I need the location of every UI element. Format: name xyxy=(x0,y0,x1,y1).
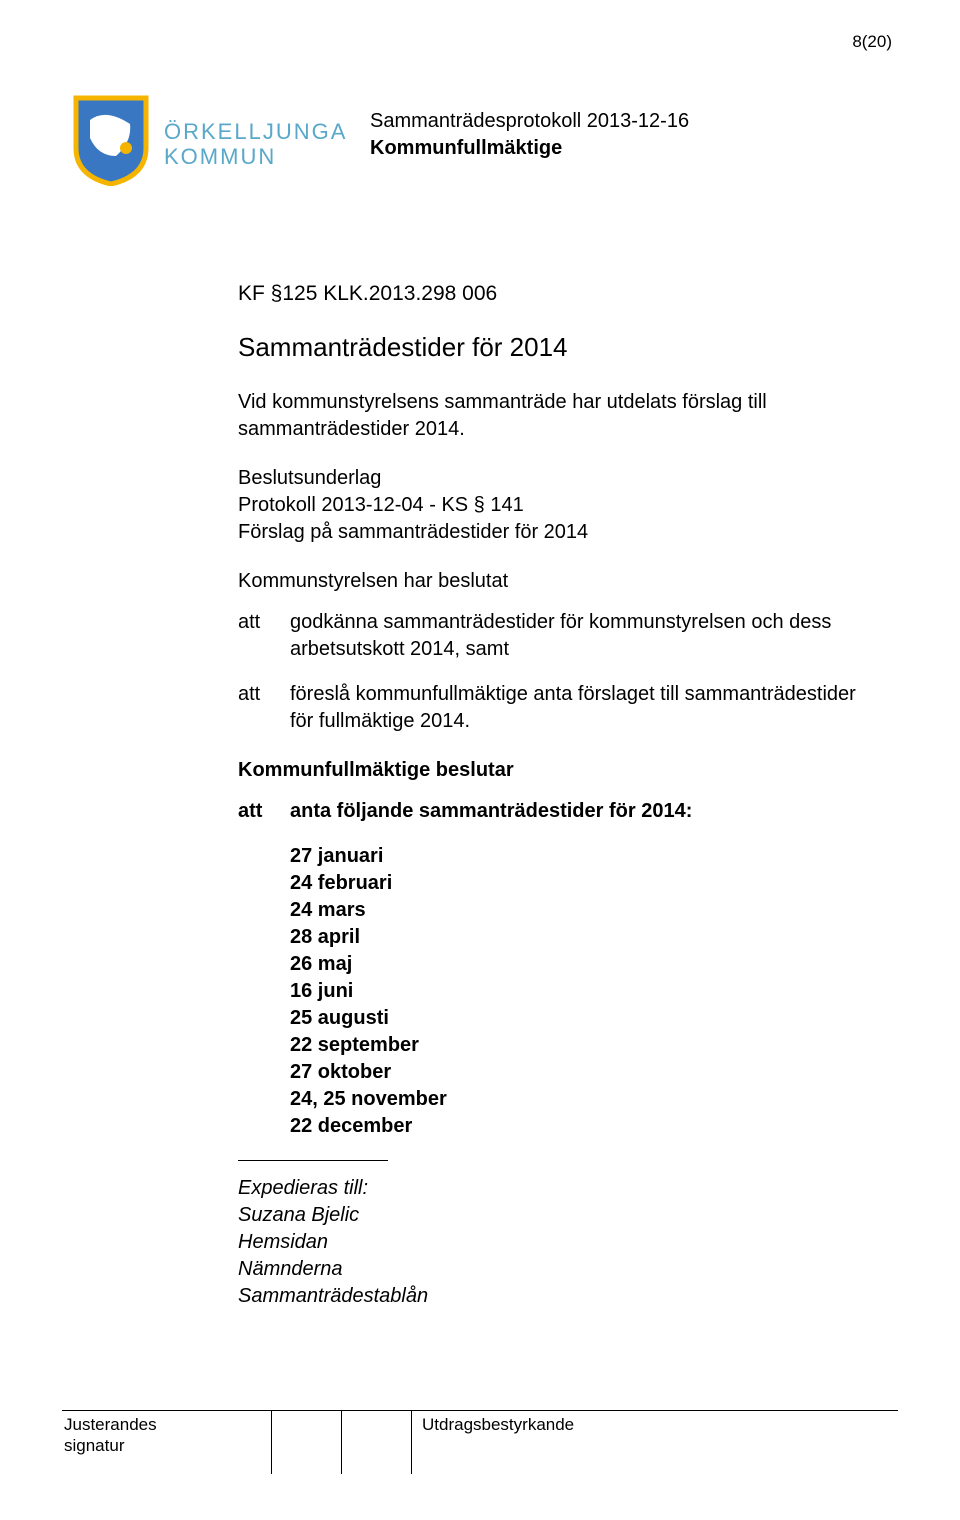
att-row: att föreslå kommunfullmäktige anta försl… xyxy=(238,681,858,735)
date-item: 27 januari xyxy=(290,843,858,870)
footer-left: Justerandes signatur xyxy=(62,1411,272,1474)
footer: Justerandes signatur Utdragsbestyrkande xyxy=(62,1410,898,1474)
date-item: 24, 25 november xyxy=(290,1086,858,1113)
att-body: föreslå kommunfullmäktige anta förslaget… xyxy=(290,681,858,735)
shield-icon xyxy=(72,94,150,186)
underlag-line: Förslag på sammanträdestider för 2014 xyxy=(238,519,858,546)
kf-heading: Kommunfullmäktige beslutar xyxy=(238,757,858,784)
att-label: att xyxy=(238,798,290,825)
protocol-title: Sammanträdesprotokoll 2013-12-16 xyxy=(370,108,689,135)
org-name: ÖRKELLJUNGA xyxy=(164,120,347,143)
att-body: anta följande sammanträdestider för 2014… xyxy=(290,798,858,825)
body-name: Kommunfullmäktige xyxy=(370,135,689,162)
date-item: 27 oktober xyxy=(290,1059,858,1086)
att-row: att godkänna sammanträdestider för kommu… xyxy=(238,609,858,663)
expedieras-item: Nämnderna xyxy=(238,1256,858,1283)
expedieras-block: Expedieras till: Suzana Bjelic Hemsidan … xyxy=(238,1175,858,1310)
date-item: 22 september xyxy=(290,1032,858,1059)
footer-row: Justerandes signatur Utdragsbestyrkande xyxy=(62,1411,898,1474)
dates-block: 27 januari 24 februari 24 mars 28 april … xyxy=(290,843,858,1140)
att-row-bold: att anta följande sammanträdestider för … xyxy=(238,798,858,825)
date-item: 24 mars xyxy=(290,897,858,924)
intro-paragraph: Vid kommunstyrelsens sammanträde har utd… xyxy=(238,389,858,443)
ks-heading: Kommunstyrelsen har beslutat xyxy=(238,568,858,595)
date-item: 22 december xyxy=(290,1113,858,1140)
date-item: 25 augusti xyxy=(290,1005,858,1032)
date-item: 28 april xyxy=(290,924,858,951)
header-right: Sammanträdesprotokoll 2013-12-16 Kommunf… xyxy=(370,108,689,162)
underlag-heading: Beslutsunderlag xyxy=(238,465,858,492)
doc-reference: KF §125 KLK.2013.298 006 xyxy=(238,280,858,308)
footer-right: Utdragsbestyrkande xyxy=(412,1411,898,1474)
att-label: att xyxy=(238,609,290,663)
footer-left-line1: Justerandes xyxy=(64,1415,263,1435)
divider xyxy=(238,1160,388,1161)
footer-left-line2: signatur xyxy=(64,1436,263,1456)
page: 8(20) ÖRKELLJUNGA KOMMUN Sammanträdespro… xyxy=(0,0,960,1520)
expedieras-item: Suzana Bjelic xyxy=(238,1202,858,1229)
expedieras-heading: Expedieras till: xyxy=(238,1175,858,1202)
expedieras-item: Hemsidan xyxy=(238,1229,858,1256)
org-text: ÖRKELLJUNGA KOMMUN xyxy=(164,94,347,186)
footer-sig-cell xyxy=(342,1411,412,1474)
page-number: 8(20) xyxy=(852,32,892,52)
date-item: 24 februari xyxy=(290,870,858,897)
section-title: Sammanträdestider för 2014 xyxy=(238,330,858,365)
att-body: godkänna sammanträdestider för kommunsty… xyxy=(290,609,858,663)
att-label: att xyxy=(238,681,290,735)
logo-block: ÖRKELLJUNGA KOMMUN xyxy=(72,94,347,186)
date-item: 16 juni xyxy=(290,978,858,1005)
footer-sig-cell xyxy=(272,1411,342,1474)
underlag-line: Protokoll 2013-12-04 - KS § 141 xyxy=(238,492,858,519)
expedieras-item: Sammanträdestablån xyxy=(238,1283,858,1310)
org-sub: KOMMUN xyxy=(164,144,347,170)
content: KF §125 KLK.2013.298 006 Sammanträdestid… xyxy=(238,280,858,1310)
date-item: 26 maj xyxy=(290,951,858,978)
